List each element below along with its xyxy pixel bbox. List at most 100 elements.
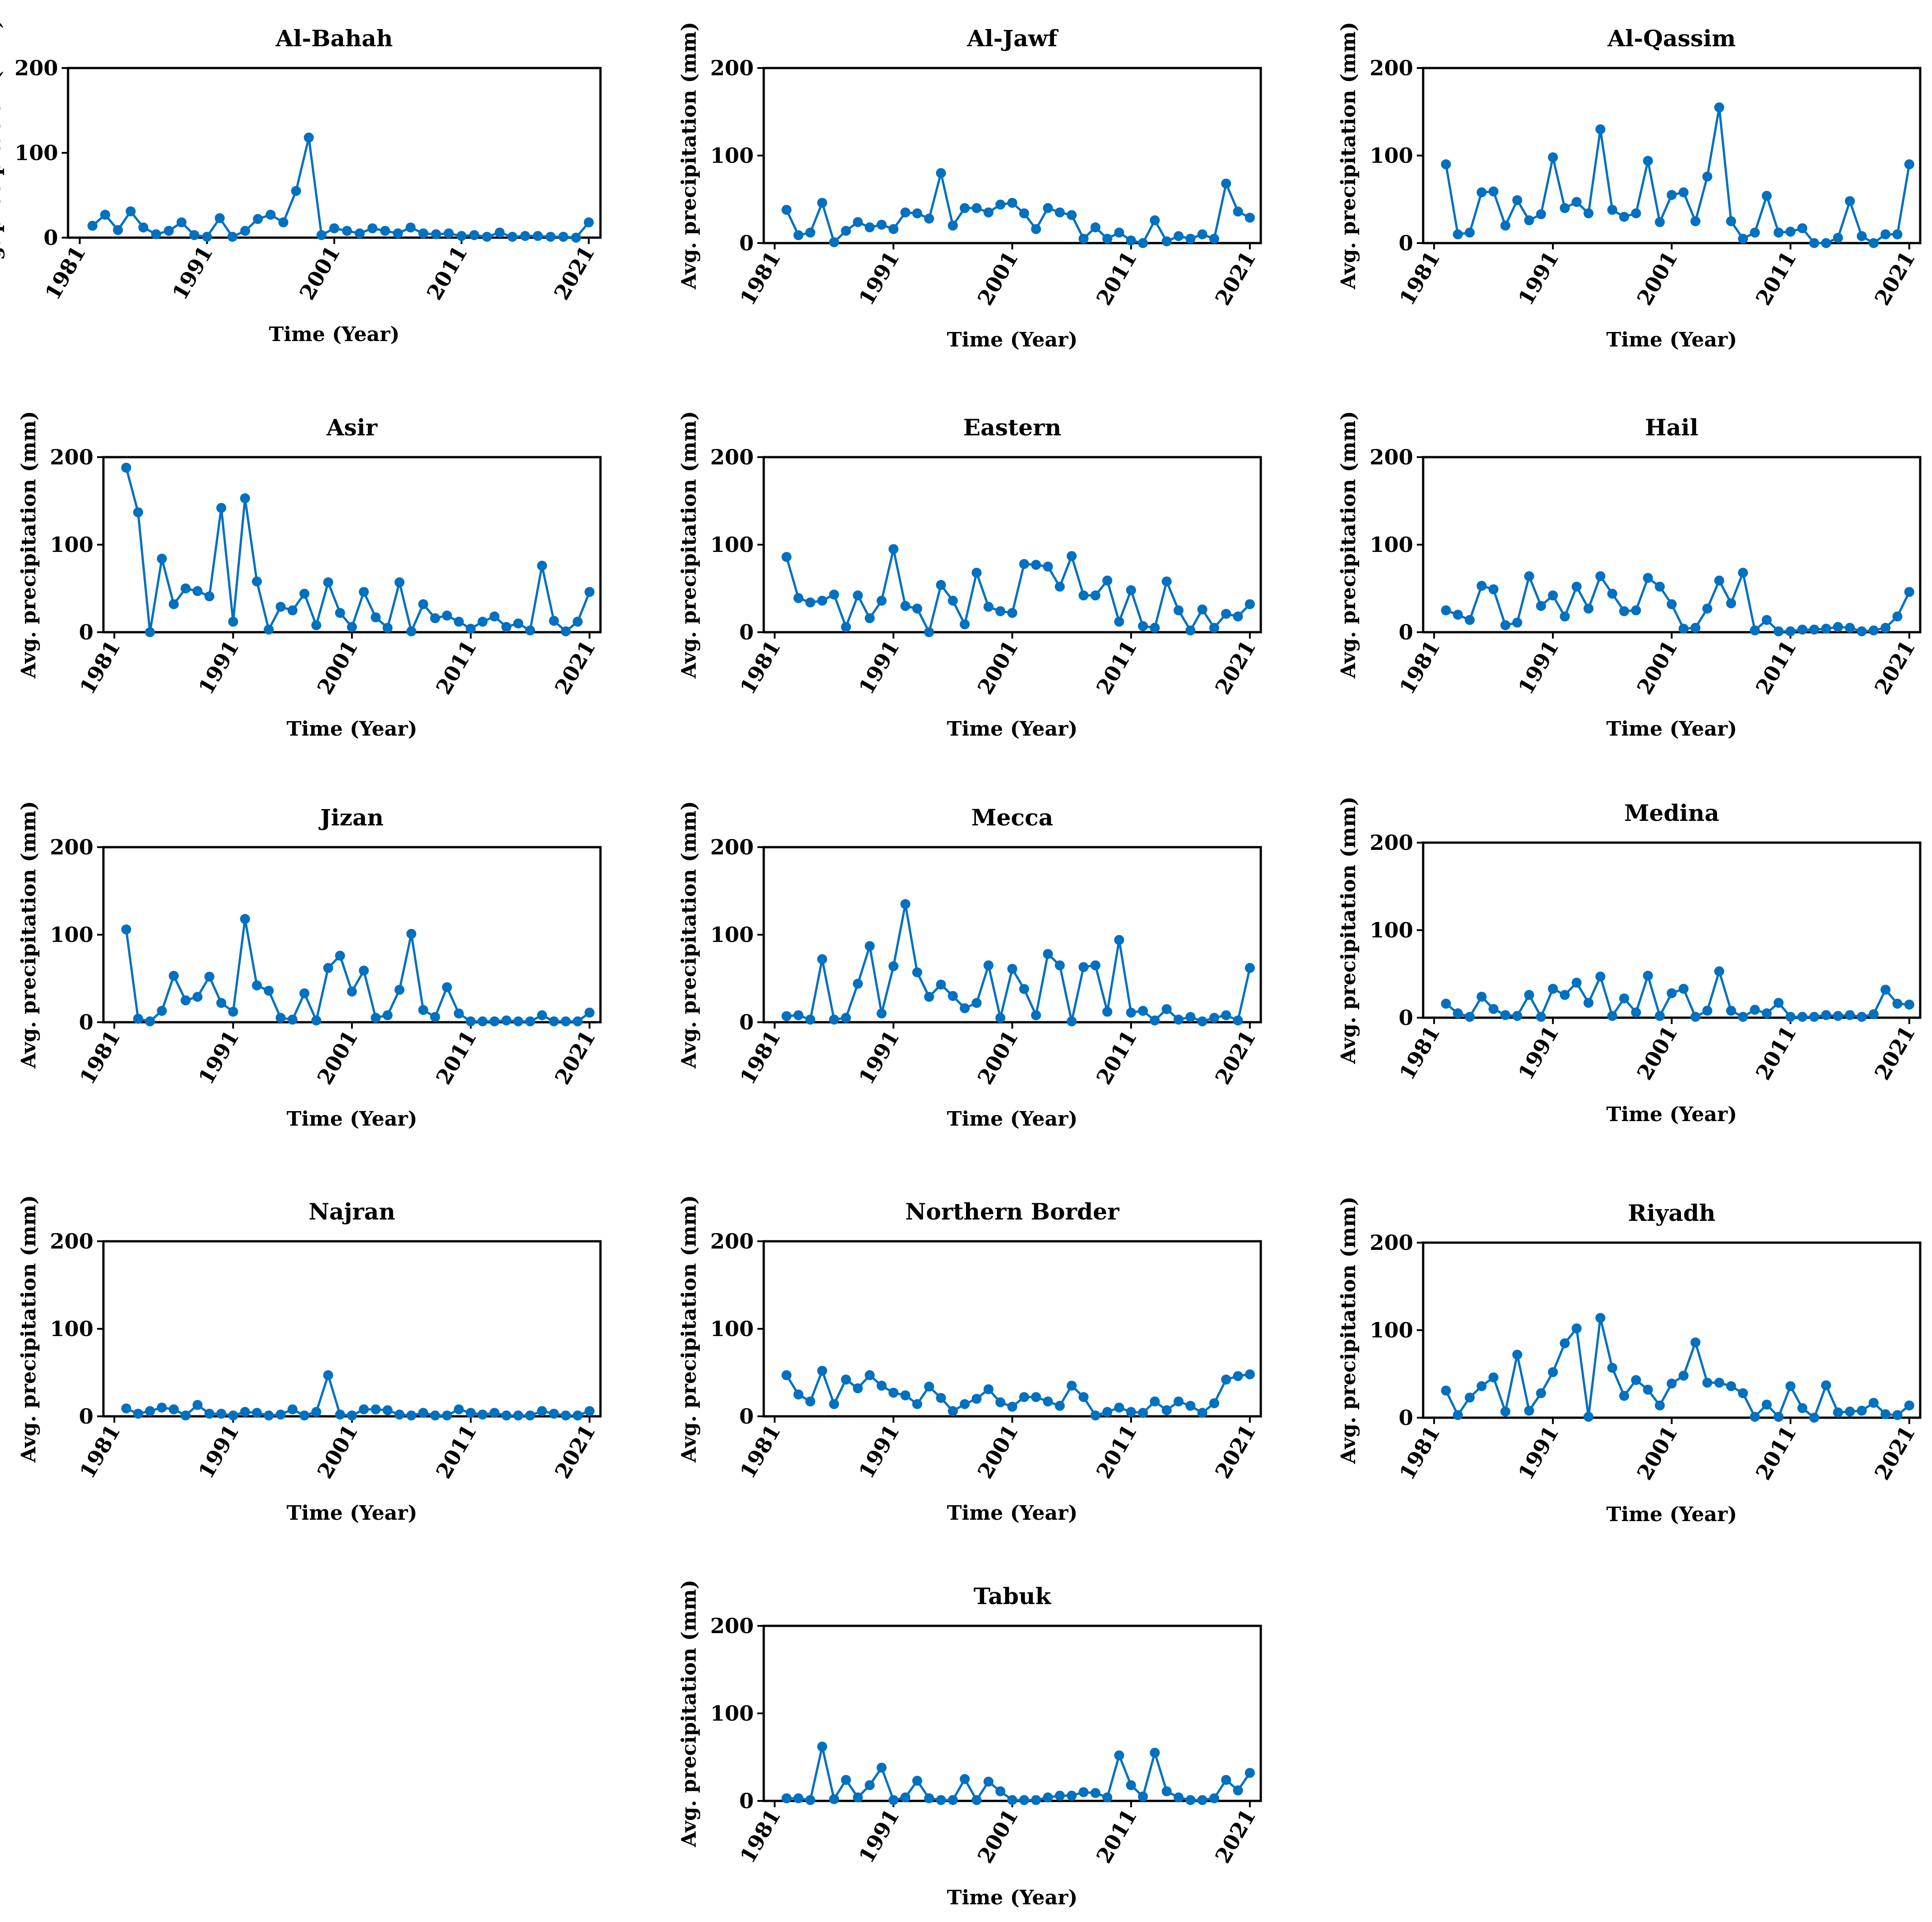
data-point	[1654, 217, 1665, 227]
data-point	[1078, 1392, 1089, 1402]
data-point	[983, 602, 994, 612]
y-tick-label: 0	[1399, 620, 1413, 644]
data-point	[1007, 198, 1017, 208]
data-point	[1785, 1381, 1795, 1391]
plot-frame	[102, 1240, 602, 1418]
chart-panel: Najran 0 100 200 1981 1991 2001 2011 2021 Time (Y…	[17, 1195, 602, 1525]
data-point	[1114, 935, 1124, 945]
data-point	[995, 606, 1005, 616]
x-tick-label: 1981	[1395, 1022, 1445, 1084]
data-point	[900, 1390, 911, 1400]
data-point	[888, 961, 899, 971]
y-tick-label: 200	[1370, 445, 1413, 469]
chart-title: Tabuk	[974, 1583, 1052, 1610]
data-point	[418, 599, 429, 610]
data-point	[489, 1408, 500, 1418]
data-point	[347, 622, 357, 632]
data-point	[900, 601, 911, 611]
x-axis-title: Time (Year)	[1606, 1503, 1737, 1526]
data-point	[1595, 1313, 1605, 1323]
data-point	[406, 1410, 416, 1421]
data-point	[288, 1404, 298, 1415]
data-point	[1714, 1377, 1724, 1388]
data-point	[829, 1794, 839, 1805]
data-point	[1880, 1409, 1891, 1420]
data-point	[1173, 231, 1184, 241]
data-point	[275, 1013, 286, 1023]
data-point	[394, 577, 405, 587]
y-axis-title: Avg. precipitation (mm)	[17, 1195, 40, 1463]
y-tick-label: 200	[710, 56, 754, 80]
data-point	[1571, 197, 1582, 207]
data-point	[216, 502, 226, 513]
data-point	[1548, 590, 1558, 600]
x-tick-label: 2001	[1632, 1022, 1683, 1084]
data-point	[275, 602, 286, 612]
y-axis-title: Avg. precipitation (mm)	[678, 22, 701, 290]
x-tick-label: 1991	[194, 636, 244, 699]
data-point	[1244, 213, 1255, 223]
data-point	[525, 1016, 535, 1027]
x-tick-label: 2021	[1870, 247, 1920, 310]
data-point	[176, 217, 187, 228]
data-point	[1173, 1396, 1184, 1407]
data-point	[960, 619, 970, 629]
data-point	[216, 1409, 226, 1419]
data-point	[971, 1394, 982, 1404]
data-point	[817, 1366, 827, 1376]
data-point	[240, 914, 250, 924]
series-line	[1445, 1317, 1910, 1419]
chart-panel: Al-Qassim 0 100 200 1981 1991 2001 2011 2021 Time…	[1337, 22, 1922, 351]
data-point	[204, 1409, 215, 1419]
data-point	[405, 222, 416, 233]
chart-panel: Eastern 0 100 200 1981 1991 2001 2011 2021 Time (…	[678, 411, 1262, 741]
data-point	[558, 232, 569, 242]
y-tick-label: 0	[44, 225, 58, 250]
data-point	[1583, 208, 1594, 219]
x-tick-label: 2001	[312, 1420, 363, 1483]
data-point	[228, 1410, 239, 1421]
data-point	[1833, 1407, 1843, 1418]
data-point	[1221, 609, 1231, 619]
data-point	[469, 230, 479, 240]
y-tick-label: 200	[1370, 56, 1413, 80]
data-point	[1476, 187, 1487, 198]
data-point	[1631, 1375, 1641, 1385]
x-tick-label: 2001	[973, 247, 1023, 310]
data-point	[1536, 209, 1546, 220]
data-point	[394, 1410, 405, 1420]
data-point	[1750, 1412, 1760, 1422]
data-point	[841, 1775, 851, 1785]
plot-frame	[762, 67, 1262, 244]
data-point	[1476, 581, 1487, 591]
data-point	[1054, 207, 1065, 218]
data-point	[1548, 984, 1558, 994]
data-point	[156, 1005, 167, 1016]
data-point	[900, 1792, 911, 1803]
data-point	[1844, 623, 1855, 633]
x-axis-title: Time (Year)	[1606, 328, 1737, 351]
data-point	[1797, 223, 1808, 234]
data-point	[1185, 1012, 1195, 1022]
data-point	[1833, 1011, 1843, 1021]
data-point	[520, 231, 530, 241]
data-point	[1726, 1381, 1736, 1391]
data-point	[1043, 1396, 1053, 1407]
chart-panel: Northern Border 0 100 200 1981 1991 2001 2011 20…	[678, 1195, 1262, 1525]
data-point	[1548, 1367, 1558, 1377]
y-tick-label: 100	[710, 143, 754, 168]
data-point	[252, 576, 262, 587]
data-point	[924, 214, 934, 224]
x-tick-label: 2021	[1210, 1420, 1261, 1483]
x-tick-label: 2021	[1210, 1026, 1261, 1089]
data-point	[888, 224, 899, 234]
data-point	[204, 591, 215, 601]
data-point	[1702, 1377, 1712, 1388]
data-point	[1738, 234, 1748, 244]
data-point	[1488, 1372, 1499, 1383]
data-point	[1583, 1412, 1594, 1422]
data-point	[1161, 1405, 1172, 1415]
data-point	[971, 1795, 982, 1805]
x-tick-label: 2001	[973, 636, 1023, 699]
y-tick-label: 0	[1399, 231, 1413, 255]
